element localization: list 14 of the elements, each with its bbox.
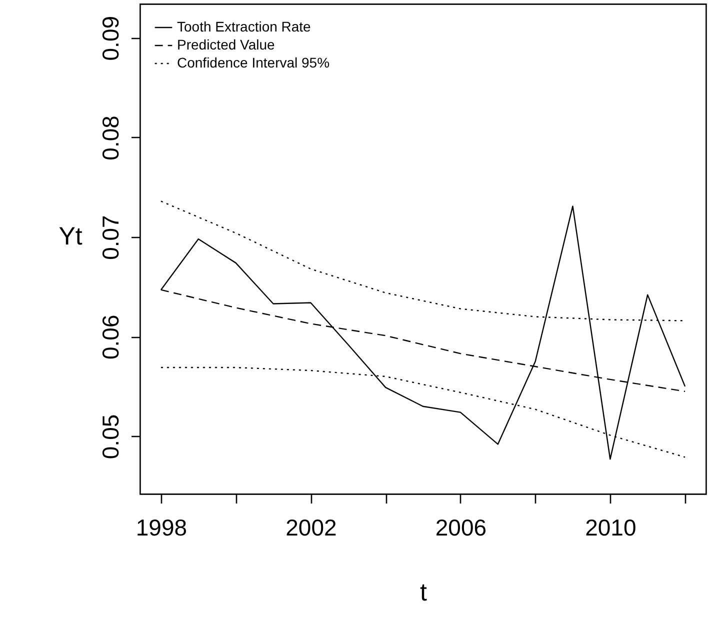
legend-label: Confidence Interval 95%	[177, 54, 330, 70]
x-axis-title: t	[420, 578, 428, 606]
y-tick-label: 0.06	[98, 314, 124, 360]
x-tick-label: 2002	[286, 514, 337, 540]
x-tick-label: 1998	[136, 514, 188, 540]
y-tick-label: 0.05	[98, 414, 124, 460]
x-tick-label: 2010	[585, 514, 636, 540]
legend-label: Tooth Extraction Rate	[177, 18, 312, 34]
y-tick-label: 0.07	[98, 215, 124, 260]
y-tick-label: 0.09	[98, 16, 124, 61]
y-tick-label: 0.08	[98, 116, 124, 160]
y-axis-title: Yt	[58, 222, 82, 250]
legend-label: Predicted Value	[177, 36, 276, 52]
x-tick-label: 2006	[435, 514, 487, 540]
